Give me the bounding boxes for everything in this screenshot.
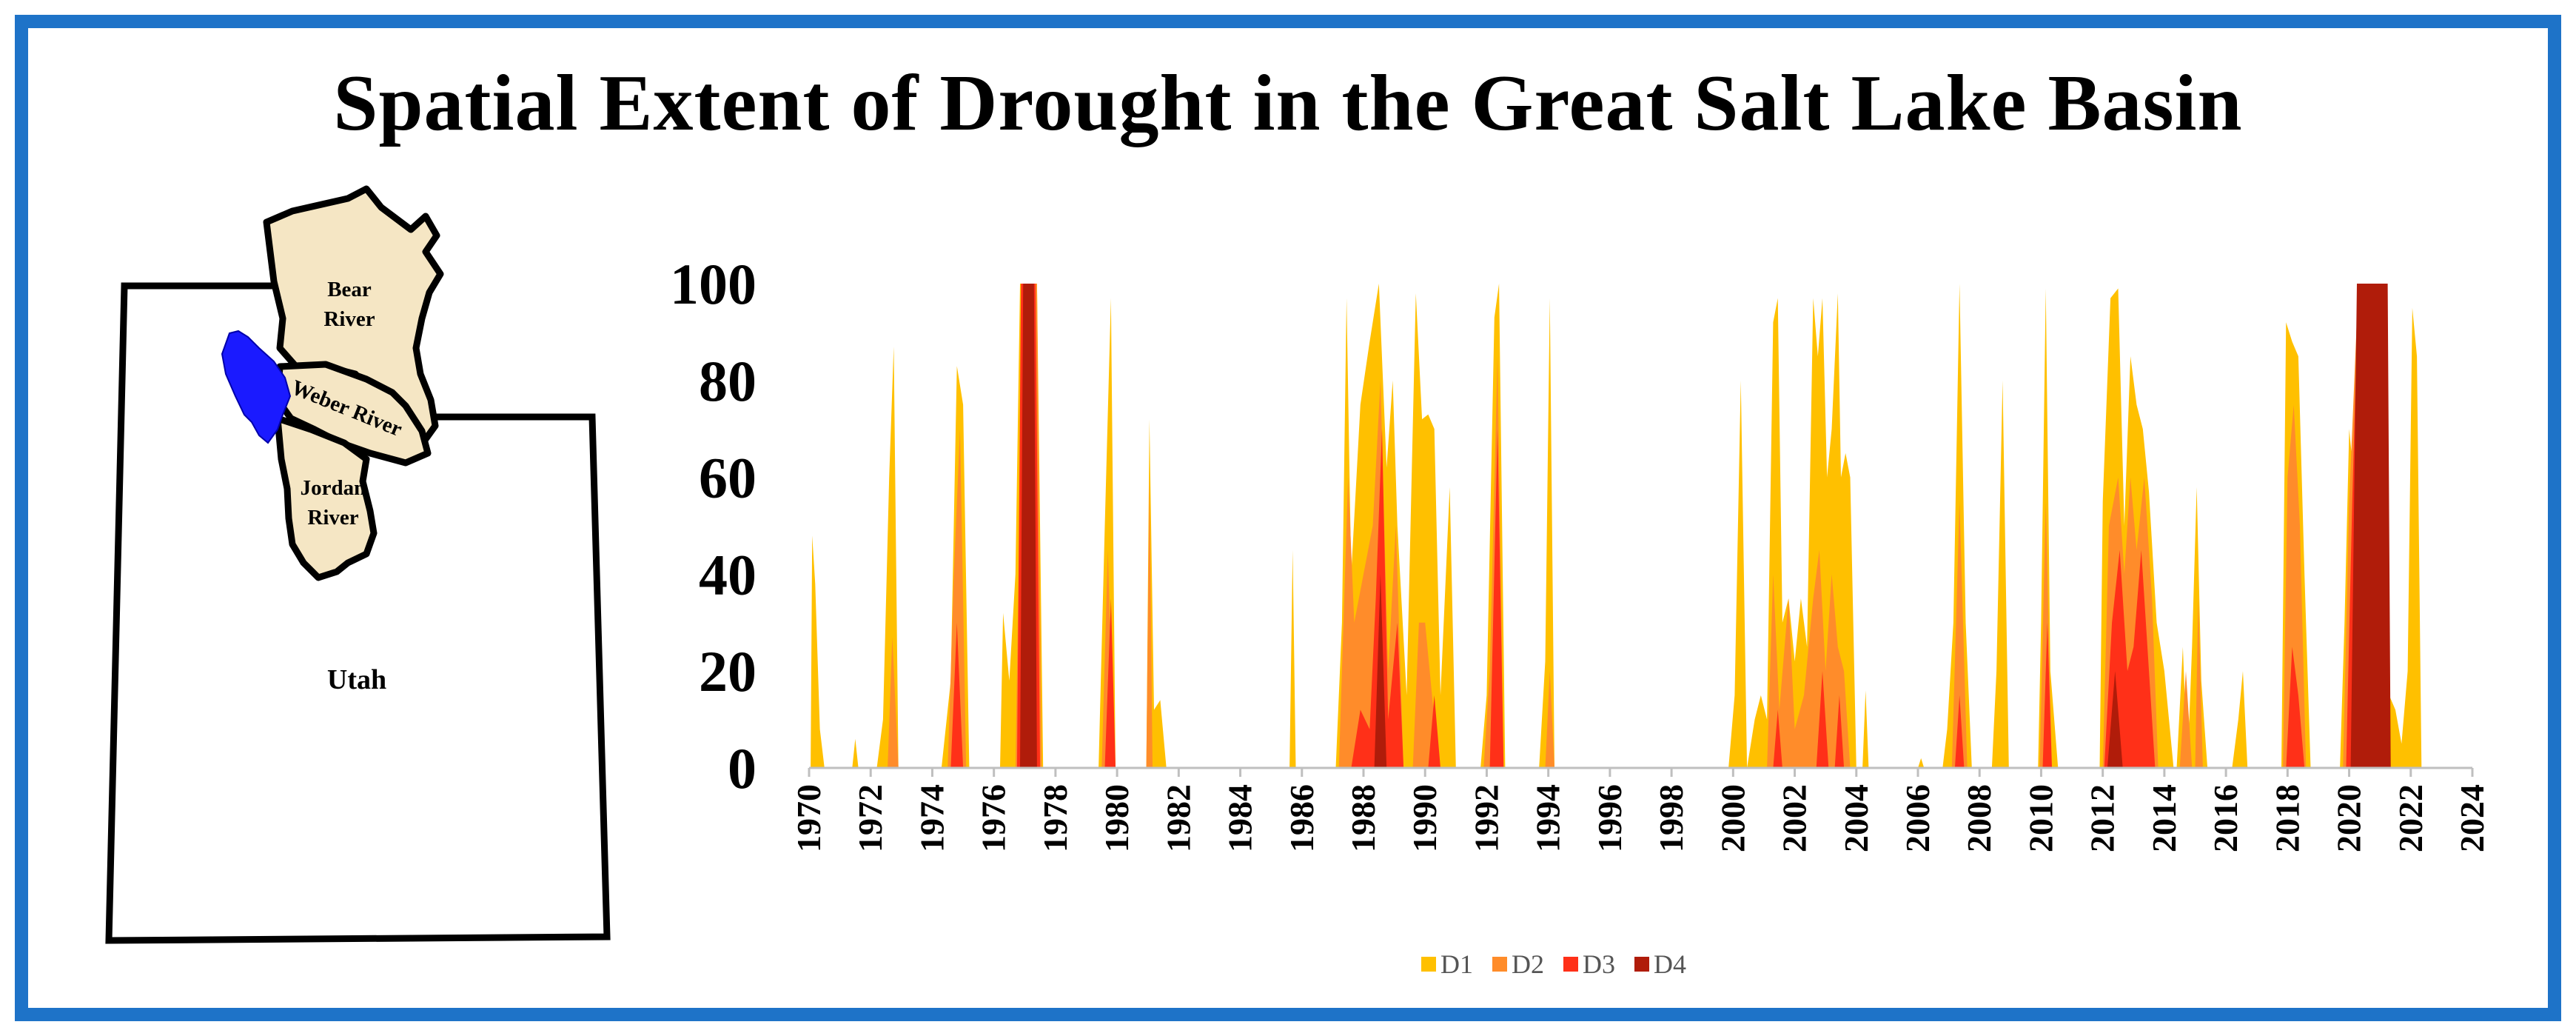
x-tick-label: 1986 bbox=[1283, 784, 1321, 852]
jordan-river-basin bbox=[274, 415, 378, 581]
x-tick-label: 2008 bbox=[1960, 784, 1998, 852]
legend-item-d2: D2 bbox=[1492, 949, 1544, 980]
legend-label-d3: D3 bbox=[1583, 949, 1615, 979]
x-tick-label: 2010 bbox=[2022, 784, 2059, 852]
x-tick-label: 2000 bbox=[1714, 784, 1751, 852]
x-tick-label: 1970 bbox=[790, 784, 828, 852]
legend-swatch-d2 bbox=[1492, 957, 1507, 972]
series-layer bbox=[811, 284, 2422, 768]
x-tick-label: 1984 bbox=[1221, 784, 1259, 852]
legend-item-d1: D1 bbox=[1421, 949, 1473, 980]
legend-swatch-d1 bbox=[1421, 957, 1436, 972]
x-tick-label: 1976 bbox=[975, 784, 1013, 852]
x-tick-label: 1988 bbox=[1344, 784, 1382, 852]
series-area-d1 bbox=[811, 284, 2422, 768]
utah-label: Utah bbox=[327, 664, 386, 695]
chart-legend: D1 D2 D3 D4 bbox=[1421, 946, 1686, 983]
x-tick-label: 2002 bbox=[1776, 784, 1814, 852]
x-tick-label: 2014 bbox=[2145, 784, 2183, 852]
legend-label-d1: D1 bbox=[1440, 949, 1473, 979]
x-tick-label: 2024 bbox=[2453, 784, 2491, 852]
weber-river-basin bbox=[274, 361, 432, 467]
bear-river-label: Bear bbox=[327, 278, 372, 301]
bear-river-label-2: River bbox=[323, 307, 375, 331]
x-tick-label: 1982 bbox=[1159, 784, 1197, 852]
jordan-river-label-2: River bbox=[307, 506, 358, 529]
jordan-river-label: Jordan bbox=[301, 476, 366, 500]
great-salt-lake bbox=[221, 330, 292, 444]
y-tick-label: 100 bbox=[670, 252, 757, 316]
x-tick-label: 2016 bbox=[2207, 784, 2244, 852]
x-tick-label: 2018 bbox=[2268, 784, 2306, 852]
x-tick-label: 1998 bbox=[1652, 784, 1690, 852]
x-tick-label: 2006 bbox=[1899, 784, 1936, 852]
x-tick-label: 1994 bbox=[1529, 784, 1567, 852]
x-tick-label: 2004 bbox=[1837, 784, 1875, 852]
legend-swatch-d4 bbox=[1634, 957, 1649, 972]
series-area-d3 bbox=[950, 284, 2389, 768]
x-tick-label: 1972 bbox=[851, 784, 889, 852]
y-tick-label: 60 bbox=[699, 446, 757, 510]
x-tick-label: 1980 bbox=[1098, 784, 1136, 852]
x-tick-label: 2012 bbox=[2084, 784, 2121, 852]
bear-river-basin bbox=[263, 185, 444, 448]
legend-swatch-d3 bbox=[1563, 957, 1578, 972]
legend-label-d4: D4 bbox=[1654, 949, 1686, 979]
axis-layer: 0 20 40 60 80 100 1970 1972 1974 1976 1978 1980 1982… bbox=[670, 252, 2491, 852]
page-title: Spatial Extent of Drought in the Great S… bbox=[333, 59, 2243, 147]
y-tick-label: 20 bbox=[699, 639, 757, 704]
legend-label-d2: D2 bbox=[1512, 949, 1544, 979]
x-tick-label: 2020 bbox=[2330, 784, 2368, 852]
x-tick-label: 1992 bbox=[1467, 784, 1505, 852]
x-tick-label: 1974 bbox=[913, 784, 950, 852]
legend-item-d4: D4 bbox=[1634, 949, 1686, 980]
x-tick-label: 1996 bbox=[1591, 784, 1629, 852]
y-tick-label: 0 bbox=[728, 736, 757, 801]
y-tick-label: 80 bbox=[699, 349, 757, 413]
x-tick-label: 1978 bbox=[1036, 784, 1074, 852]
x-tick-label: 2022 bbox=[2392, 784, 2429, 852]
y-tick-label: 40 bbox=[699, 542, 757, 606]
x-tick-label: 1990 bbox=[1406, 784, 1443, 852]
legend-item-d3: D3 bbox=[1563, 949, 1615, 980]
